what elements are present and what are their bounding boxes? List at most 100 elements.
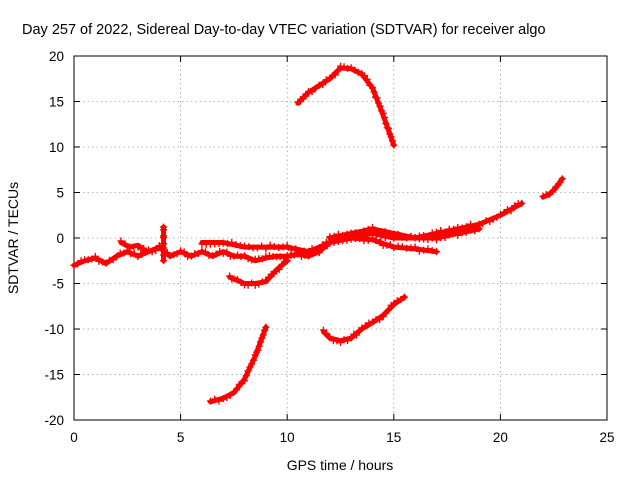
data-point-marker [258, 255, 266, 263]
data-point-marker [428, 234, 436, 242]
data-point-marker [407, 244, 415, 252]
data-point-marker [326, 334, 334, 342]
series-trace-5 [294, 62, 398, 149]
data-point-marker [201, 248, 209, 256]
data-point-marker [166, 252, 174, 260]
data-point-marker [388, 137, 396, 145]
data-point-marker [449, 229, 457, 237]
data-point-marker [376, 238, 384, 246]
data-point-marker [215, 397, 223, 405]
data-point-marker [400, 293, 408, 301]
series-trace-6 [226, 257, 291, 289]
data-point-marker [462, 228, 470, 236]
data-point-marker [160, 223, 168, 231]
data-point-marker [280, 254, 288, 262]
data-point-marker [415, 247, 423, 255]
data-point-marker [248, 360, 256, 368]
data-point-marker [233, 251, 241, 259]
data-point-marker [219, 249, 227, 257]
data-point-marker [352, 331, 360, 339]
x-tick-label: 5 [177, 430, 185, 445]
data-point-marker [382, 120, 390, 128]
data-point-marker [493, 213, 501, 221]
data-point-marker [445, 231, 453, 239]
data-point-marker [368, 223, 376, 231]
data-point-marker [361, 322, 369, 330]
data-point-marker [138, 251, 146, 259]
data-point-marker [319, 81, 327, 89]
data-point-marker [130, 249, 138, 257]
chart-title: Day 257 of 2022, Sidereal Day-to-day VTE… [22, 22, 546, 38]
data-point-marker [344, 336, 352, 344]
data-point-marker [340, 336, 348, 344]
data-point-marker [173, 250, 181, 258]
data-point-marker [387, 133, 395, 141]
data-point-marker [113, 253, 121, 261]
data-point-marker [160, 240, 168, 248]
y-tick-label: 0 [56, 231, 64, 246]
data-series [70, 62, 566, 405]
data-point-marker [248, 279, 256, 287]
data-point-marker [120, 249, 128, 257]
data-point-marker [237, 278, 245, 286]
data-point-marker [275, 265, 283, 273]
data-point-marker [360, 227, 368, 235]
data-point-marker [251, 281, 259, 289]
y-tick-label: -15 [44, 368, 64, 383]
data-point-marker [283, 257, 291, 265]
data-point-marker [266, 241, 274, 249]
data-point-marker [206, 397, 214, 405]
data-point-marker [177, 247, 185, 255]
data-point-marker [77, 257, 85, 265]
data-point-marker [216, 247, 224, 255]
data-point-marker [91, 252, 99, 260]
data-point-marker [489, 215, 497, 223]
data-point-marker [241, 252, 249, 260]
data-point-marker [496, 210, 504, 218]
data-point-marker [198, 247, 206, 255]
data-point-marker [504, 206, 512, 214]
data-point-marker [333, 337, 341, 345]
data-point-marker [424, 236, 432, 244]
data-point-marker [558, 175, 566, 183]
data-point-marker [276, 253, 284, 261]
data-point-marker [287, 246, 295, 254]
series-trace-8 [319, 293, 408, 347]
data-point-marker [244, 367, 252, 375]
data-point-marker [337, 339, 344, 347]
data-point-marker [223, 248, 231, 256]
data-point-marker [152, 246, 160, 254]
data-point-marker [312, 84, 320, 92]
data-point-marker [242, 372, 250, 380]
data-point-marker [507, 207, 515, 215]
data-point-marker [244, 281, 252, 289]
data-point-marker [160, 232, 168, 240]
y-tick-label: 20 [49, 49, 64, 64]
y-tick-label: 5 [56, 186, 64, 201]
data-point-marker [212, 250, 220, 258]
data-point-marker [322, 238, 330, 246]
data-point-marker [209, 252, 217, 260]
data-point-marker [428, 247, 436, 255]
data-point-marker [364, 225, 372, 233]
data-point-marker [384, 124, 392, 132]
data-point-marker [279, 243, 287, 251]
data-point-marker [259, 331, 267, 339]
data-point-marker [420, 246, 428, 254]
data-point-marker [70, 261, 78, 269]
y-axis-label: SDTVAR / TECUs [5, 182, 21, 294]
x-tick-label: 15 [386, 430, 401, 445]
data-point-marker [265, 252, 273, 260]
data-point-marker [237, 253, 245, 261]
data-point-marker [343, 230, 351, 238]
y-tick-label: -10 [44, 322, 64, 337]
data-point-marker [347, 64, 355, 72]
data-point-marker [244, 255, 252, 263]
data-point-marker [394, 230, 402, 238]
data-point-marker [368, 234, 376, 242]
data-point-marker [358, 324, 366, 332]
data-point-marker [432, 228, 440, 236]
data-point-marker [356, 235, 364, 243]
data-point-marker [334, 238, 342, 246]
data-point-marker [384, 306, 392, 314]
